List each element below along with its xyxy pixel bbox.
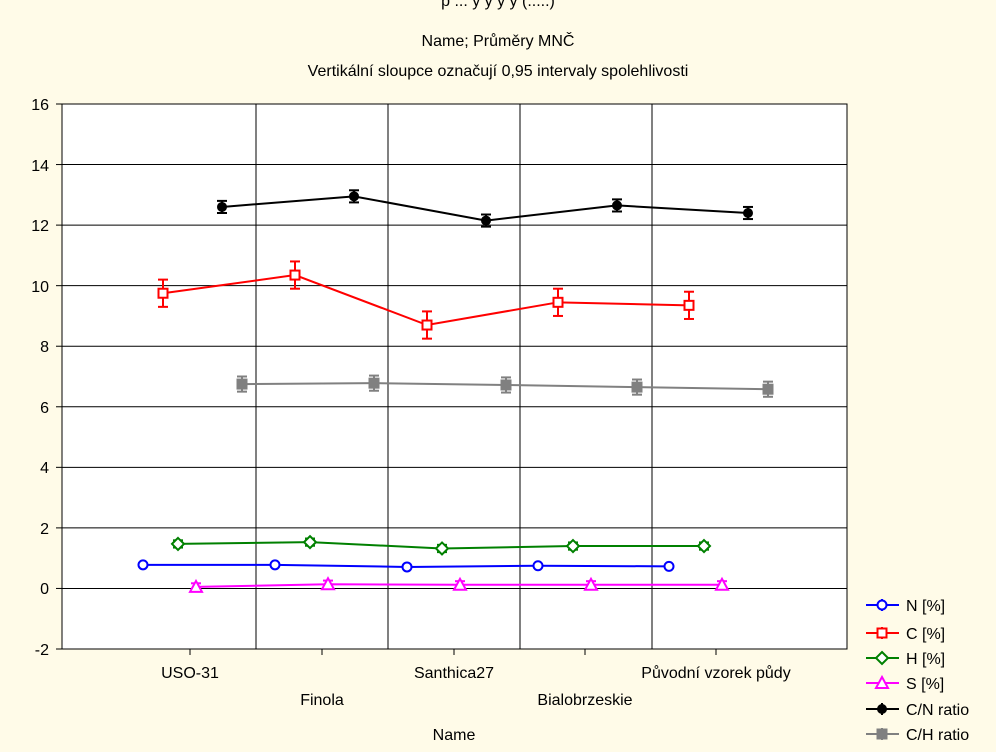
legend-label-h: H [%] bbox=[906, 651, 945, 668]
series-0 bbox=[137, 559, 675, 573]
data-point bbox=[500, 379, 512, 391]
data-point bbox=[714, 576, 730, 591]
legend-label-c: C [%] bbox=[906, 626, 945, 643]
y-tick-label-minus-2: -2 bbox=[35, 642, 49, 659]
chart-title: Name; Průměry MNČ bbox=[422, 31, 575, 50]
legend-label-cn-ratio: C/N ratio bbox=[906, 702, 969, 719]
series-1 bbox=[157, 260, 695, 340]
data-point bbox=[631, 381, 643, 393]
x-tick-label-santhica27: Santhica27 bbox=[414, 665, 494, 682]
data-point bbox=[368, 377, 380, 389]
y-tick-label-10: 10 bbox=[31, 279, 49, 296]
legend-marker bbox=[876, 627, 888, 639]
x-tick-label-finola: Finola bbox=[300, 692, 344, 709]
data-point bbox=[552, 296, 564, 308]
data-point bbox=[762, 383, 774, 395]
legend-item-5 bbox=[866, 728, 899, 740]
y-tick-label-4: 4 bbox=[40, 460, 49, 477]
x-tick-label-bialobrzeskie: Bialobrzeskie bbox=[537, 692, 632, 709]
data-point bbox=[696, 538, 712, 554]
y-tick-label-0: 0 bbox=[40, 581, 49, 598]
data-point bbox=[236, 378, 248, 390]
data-point bbox=[401, 561, 413, 573]
data-point bbox=[532, 560, 544, 572]
legend-label-s: S [%] bbox=[906, 676, 944, 693]
series-4 bbox=[217, 189, 753, 228]
legend-label-n: N [%] bbox=[906, 598, 945, 615]
legend-item-1 bbox=[866, 627, 899, 639]
data-point bbox=[452, 576, 468, 591]
legend bbox=[866, 599, 899, 740]
y-tick-label-16: 16 bbox=[31, 97, 49, 114]
plot-area bbox=[61, 103, 848, 650]
chart-subtitle: Vertikální sloupce označují 0,95 interva… bbox=[308, 63, 689, 80]
series-2 bbox=[170, 534, 712, 556]
data-point bbox=[612, 200, 622, 211]
legend-item-2 bbox=[866, 650, 899, 666]
y-tick-label-6: 6 bbox=[40, 400, 49, 417]
data-point bbox=[683, 299, 695, 311]
data-point bbox=[217, 201, 227, 212]
legend-marker bbox=[876, 599, 888, 611]
y-tick-label-12: 12 bbox=[31, 218, 49, 235]
data-point bbox=[565, 538, 581, 554]
data-point bbox=[188, 578, 204, 593]
series-3 bbox=[188, 576, 730, 593]
data-point bbox=[170, 536, 186, 552]
x-axis-label: Name bbox=[433, 727, 476, 744]
data-point bbox=[434, 541, 450, 556]
data-point bbox=[269, 559, 281, 571]
cut-off-header-text: p ... y y y y (.....) bbox=[441, 0, 555, 10]
data-point bbox=[302, 534, 318, 550]
data-point bbox=[743, 208, 753, 218]
series-5 bbox=[236, 374, 774, 398]
legend-marker bbox=[876, 728, 888, 740]
y-tick-label-14: 14 bbox=[31, 158, 49, 175]
series-layer bbox=[137, 189, 774, 593]
data-point bbox=[583, 576, 599, 591]
data-point bbox=[320, 576, 336, 591]
data-point bbox=[349, 191, 359, 202]
data-point bbox=[663, 560, 675, 572]
data-point bbox=[289, 269, 301, 281]
data-point bbox=[157, 287, 169, 299]
y-tick-label-2: 2 bbox=[40, 521, 49, 538]
data-point bbox=[481, 215, 491, 226]
y-tick-label-8: 8 bbox=[40, 339, 49, 356]
legend-item-4 bbox=[866, 703, 899, 715]
data-point bbox=[137, 559, 149, 571]
legend-label-ch-ratio: C/H ratio bbox=[906, 727, 969, 744]
legend-marker bbox=[877, 704, 887, 714]
x-tick-label-uso-31: USO-31 bbox=[161, 665, 219, 682]
data-point bbox=[421, 319, 433, 331]
legend-item-0 bbox=[866, 599, 899, 611]
legend-item-3 bbox=[866, 674, 899, 689]
legend-marker bbox=[874, 650, 890, 666]
legend-marker bbox=[874, 674, 890, 689]
x-tick-label-puvodni-vzorek-pudy: Původní vzorek půdy bbox=[641, 664, 790, 682]
axis-marks bbox=[56, 103, 717, 655]
